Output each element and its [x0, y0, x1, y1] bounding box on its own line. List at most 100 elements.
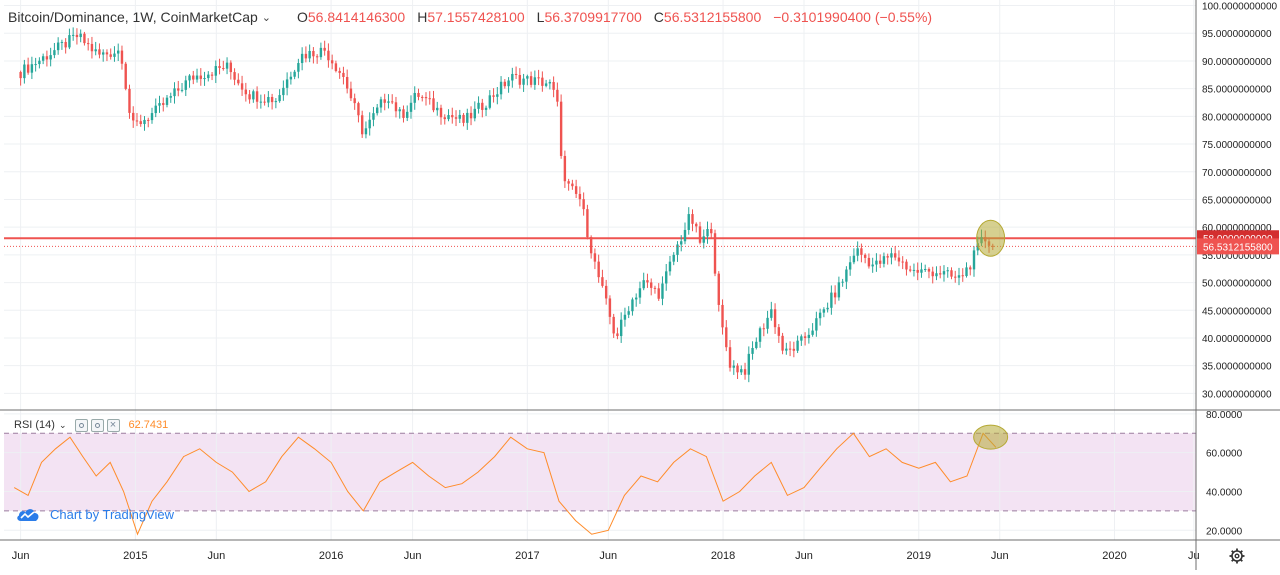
candle[interactable]: [893, 246, 897, 261]
candle[interactable]: [177, 80, 180, 97]
candle[interactable]: [481, 98, 484, 118]
candle[interactable]: [368, 112, 371, 136]
candle[interactable]: [330, 54, 334, 70]
candle[interactable]: [856, 241, 859, 262]
candle[interactable]: [740, 365, 743, 375]
candle[interactable]: [323, 40, 326, 56]
candle[interactable]: [210, 71, 214, 81]
candle[interactable]: [162, 97, 165, 112]
candle[interactable]: [698, 221, 702, 245]
rsi-series[interactable]: [13, 424, 1009, 536]
candle[interactable]: [845, 266, 848, 290]
candle[interactable]: [360, 110, 364, 138]
candle[interactable]: [383, 93, 386, 111]
candle[interactable]: [935, 266, 938, 281]
candle[interactable]: [240, 75, 244, 96]
candle[interactable]: [180, 82, 184, 93]
candle[interactable]: [267, 91, 270, 108]
candle[interactable]: [398, 107, 401, 119]
candle[interactable]: [713, 229, 717, 277]
candle[interactable]: [469, 106, 473, 126]
candle[interactable]: [830, 285, 833, 315]
candle[interactable]: [939, 265, 942, 279]
candle[interactable]: [860, 243, 863, 263]
candle[interactable]: [379, 96, 383, 113]
candle[interactable]: [582, 192, 585, 216]
candle[interactable]: [26, 57, 30, 75]
candle[interactable]: [612, 313, 615, 338]
candle[interactable]: [916, 262, 919, 281]
candle[interactable]: [98, 43, 101, 59]
candle[interactable]: [443, 114, 446, 125]
close-icon[interactable]: ×: [106, 418, 120, 432]
candle[interactable]: [233, 68, 236, 86]
candle[interactable]: [826, 302, 829, 313]
candle[interactable]: [56, 37, 60, 55]
candle[interactable]: [563, 150, 567, 188]
candle[interactable]: [417, 88, 420, 101]
chevron-down-icon[interactable]: ⌄: [58, 419, 67, 430]
chevron-down-icon[interactable]: ⌄: [261, 11, 271, 24]
candle[interactable]: [83, 31, 86, 46]
candle[interactable]: [169, 92, 172, 103]
candle[interactable]: [589, 235, 593, 259]
candle[interactable]: [687, 207, 690, 235]
candle[interactable]: [529, 71, 533, 88]
candle[interactable]: [657, 283, 660, 301]
candle[interactable]: [601, 269, 604, 288]
candle[interactable]: [158, 95, 161, 113]
candle[interactable]: [195, 68, 199, 83]
candle[interactable]: [954, 270, 957, 283]
candle[interactable]: [638, 281, 642, 304]
candle[interactable]: [559, 94, 563, 159]
candle[interactable]: [788, 341, 792, 357]
candle[interactable]: [927, 267, 931, 279]
candle[interactable]: [214, 60, 218, 84]
symbol-title[interactable]: Bitcoin/Dominance, 1W, CoinMarketCap: [8, 9, 258, 25]
candle[interactable]: [173, 82, 176, 104]
candle[interactable]: [522, 73, 525, 92]
candle[interactable]: [23, 59, 26, 84]
candle[interactable]: [466, 108, 469, 130]
candle[interactable]: [811, 323, 814, 337]
candle[interactable]: [252, 89, 255, 103]
candle[interactable]: [878, 254, 882, 269]
candle[interactable]: [101, 49, 105, 62]
candle[interactable]: [120, 45, 124, 70]
candle[interactable]: [747, 346, 750, 383]
candle[interactable]: [695, 222, 698, 233]
candle[interactable]: [642, 272, 645, 291]
candle[interactable]: [60, 39, 64, 50]
candle[interactable]: [207, 71, 210, 82]
candle[interactable]: [653, 285, 657, 294]
candle[interactable]: [165, 94, 169, 108]
candle[interactable]: [49, 47, 52, 67]
candle[interactable]: [218, 58, 221, 75]
candle[interactable]: [364, 121, 368, 139]
candle[interactable]: [507, 77, 510, 93]
candle[interactable]: [278, 89, 281, 103]
candle[interactable]: [41, 53, 45, 65]
candle[interactable]: [353, 93, 356, 110]
candle[interactable]: [597, 254, 600, 283]
candle[interactable]: [454, 110, 458, 127]
candle[interactable]: [852, 248, 856, 265]
candle[interactable]: [312, 47, 315, 64]
candle[interactable]: [785, 342, 788, 355]
candle[interactable]: [297, 58, 300, 79]
candle[interactable]: [848, 256, 852, 276]
candle[interactable]: [124, 61, 127, 91]
brand-label[interactable]: Chart by TradingView: [50, 506, 175, 522]
candle[interactable]: [616, 327, 619, 340]
candle[interactable]: [743, 362, 747, 380]
candle[interactable]: [439, 104, 443, 125]
candle[interactable]: [901, 256, 904, 270]
candle[interactable]: [105, 49, 109, 62]
candle[interactable]: [488, 90, 492, 110]
candle[interactable]: [957, 267, 961, 286]
candle[interactable]: [203, 71, 206, 86]
candle[interactable]: [342, 66, 345, 85]
candle[interactable]: [627, 306, 630, 319]
candle[interactable]: [496, 86, 499, 105]
candle[interactable]: [304, 46, 308, 63]
